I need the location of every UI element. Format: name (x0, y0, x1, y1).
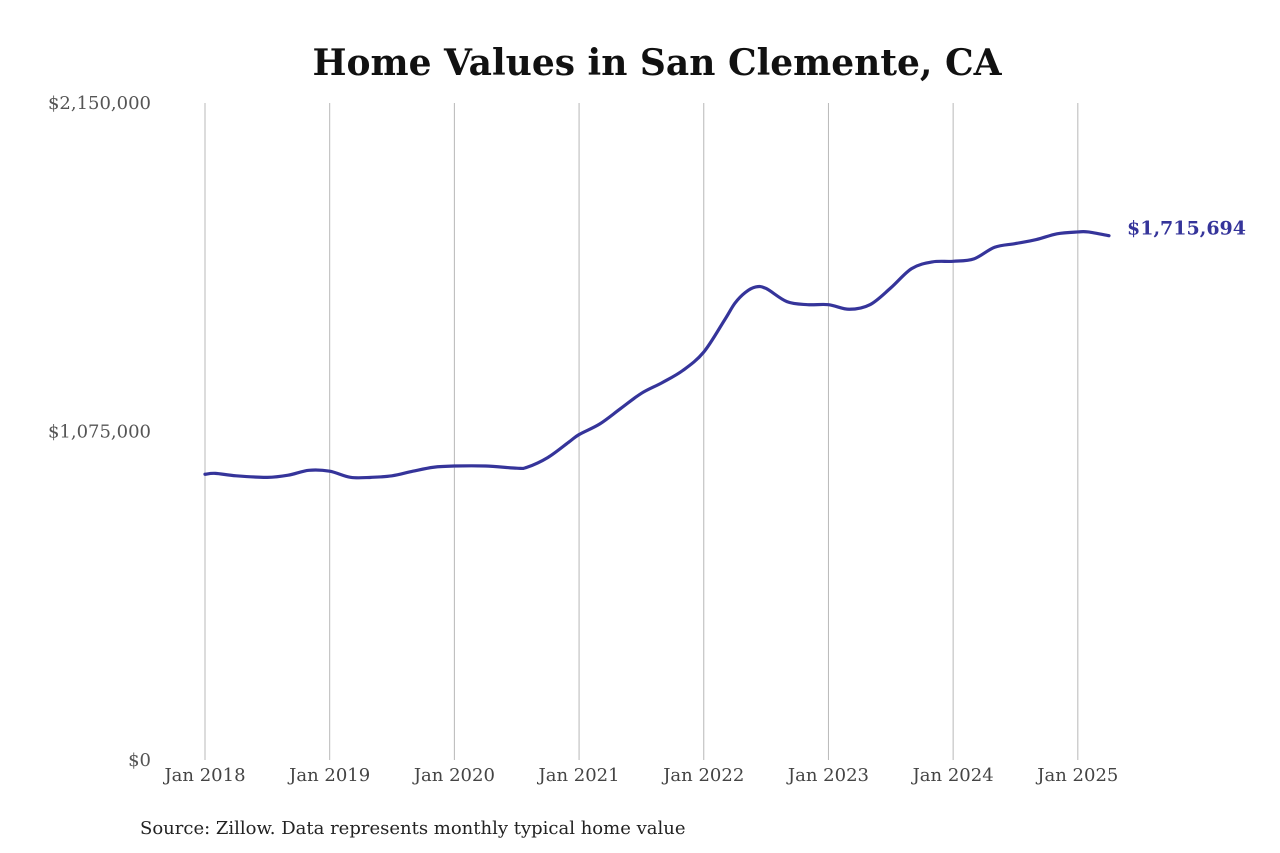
x-tick-label: Jan 2021 (537, 765, 620, 786)
gridlines (204, 103, 1079, 760)
chart-title: Home Values in San Clemente, CA (312, 42, 1002, 84)
x-axis-ticks: Jan 2018 Jan 2019 Jan 2020 Jan 2021 Jan 2022… (162, 765, 1118, 786)
x-tick-label: Jan 2025 (1035, 765, 1118, 786)
series-line-0 (203, 230, 1111, 480)
x-tick-label: Jan 2022 (661, 765, 744, 786)
x-tick-label: Jan 2019 (287, 765, 370, 786)
source-note: Source: Zillow. Data represents monthly … (140, 818, 686, 839)
y-tick-label: $1,075,000 (48, 422, 151, 443)
y-tick-label: $0 (128, 750, 151, 771)
y-axis-ticks: $0 $1,075,000 $2,150,000 (48, 93, 151, 771)
x-tick-label: Jan 2023 (786, 765, 869, 786)
series-layer (203, 230, 1111, 480)
x-tick-label: Jan 2018 (162, 765, 245, 786)
end-value-label: $1,715,694 (1127, 218, 1246, 240)
x-tick-label: Jan 2024 (911, 765, 994, 786)
y-tick-label: $2,150,000 (48, 93, 151, 114)
x-tick-label: Jan 2020 (412, 765, 495, 786)
